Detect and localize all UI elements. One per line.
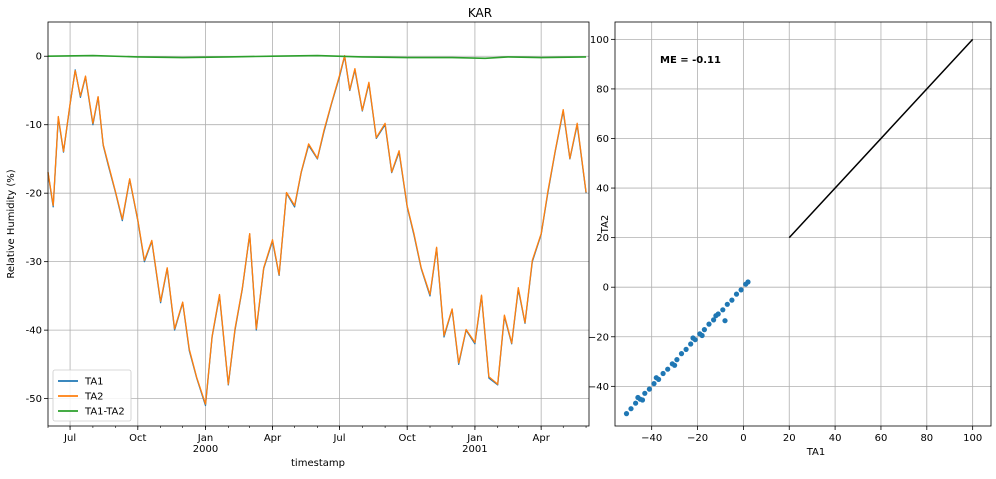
timeseries-series-line-ta1 <box>47 55 587 407</box>
scatter-x-ticks: −40 −20 0 20 40 60 80 100 <box>641 426 982 444</box>
timeseries-x-tick-label: Oct <box>129 433 146 444</box>
legend-label-ta1: TA1 <box>84 377 104 388</box>
scatter-y-label: TA2 <box>600 215 611 235</box>
scatter-point <box>660 370 666 377</box>
scatter-x-tick-label: 80 <box>920 433 933 444</box>
scatter-x-tick-label: −20 <box>687 433 708 444</box>
timeseries-x-tick-label: Oct <box>399 433 416 444</box>
scatter-y-tick-label: 0 <box>603 283 609 294</box>
scatter-point <box>678 351 685 357</box>
timeseries-series-line-ta1-ta2 <box>47 54 587 60</box>
timeseries-y-tick-label: -20 <box>26 189 42 200</box>
scatter-y-tick-label: 40 <box>596 184 609 195</box>
timeseries-y-label: Relative Humidity (%) <box>6 169 17 278</box>
scatter-x-tick-label: 60 <box>875 433 888 444</box>
timeseries-x-label: timestamp <box>291 458 345 469</box>
scatter-point <box>720 307 726 313</box>
scatter-point <box>665 366 671 372</box>
timeseries-series-line-ta2 <box>47 54 587 405</box>
scatter-point <box>690 335 696 341</box>
scatter-annotation: ME = -0.11 <box>660 55 721 66</box>
timeseries-x-tick-label: Jul <box>332 433 345 444</box>
scatter-point <box>724 301 730 307</box>
scatter-point <box>722 318 728 324</box>
scatter-point <box>639 397 646 403</box>
scatter-x-tick-label: 40 <box>829 433 842 444</box>
timeseries-x-tick-label: Jan <box>197 433 213 444</box>
scatter-y-tick-label: −40 <box>588 382 609 393</box>
timeseries-x-tick-label: Jan <box>466 433 482 444</box>
scatter-point <box>711 317 717 323</box>
timeseries-title: KAR <box>468 6 492 20</box>
scatter-point <box>635 394 641 401</box>
scatter-plot: −40 −20 0 20 40 60 80 100 −40 −20 0 20 40 60 80 100 ME… <box>588 21 992 458</box>
scatter-point <box>738 287 744 293</box>
scatter-y-tick-label: 20 <box>596 233 609 244</box>
scatter-point <box>646 386 653 392</box>
timeseries-grid <box>48 22 589 426</box>
scatter-point <box>623 411 630 417</box>
timeseries-x-tick-label: Apr <box>533 433 551 444</box>
scatter-point <box>701 327 708 333</box>
timeseries-x-tick-label: Jul <box>63 433 76 444</box>
scatter-point <box>651 381 657 387</box>
timeseries-y-tick-label: -50 <box>26 394 42 405</box>
scatter-reference-line <box>788 38 974 239</box>
scatter-point <box>688 341 694 347</box>
scatter-y-tick-label: 100 <box>590 35 609 46</box>
scatter-grid <box>615 22 991 426</box>
timeseries-y-tick-label: -10 <box>26 120 42 131</box>
scatter-point <box>733 291 740 297</box>
timeseries-axes-frame <box>47 21 590 427</box>
scatter-point <box>642 390 648 396</box>
scatter-points-group <box>623 279 751 417</box>
scatter-y-tick-label: 60 <box>596 134 609 145</box>
scatter-point <box>713 313 719 319</box>
scatter-x-tick-label: 20 <box>783 433 796 444</box>
scatter-x-tick-label: −40 <box>641 433 662 444</box>
scatter-point <box>633 400 639 406</box>
legend-label-diff: TA1-TA2 <box>84 407 125 418</box>
timeseries-y-ticks: 0 -10 -20 -30 -40 -50 <box>26 52 48 405</box>
timeseries-x-tick-year: 2000 <box>193 444 218 455</box>
scatter-point <box>729 297 735 303</box>
scatter-point <box>628 406 634 412</box>
scatter-y-tick-label: 80 <box>596 84 609 95</box>
timeseries-y-tick-label: 0 <box>36 52 42 63</box>
timeseries-series-group <box>47 54 587 407</box>
scatter-point <box>699 332 705 339</box>
scatter-point <box>672 362 678 368</box>
legend-label-ta2: TA2 <box>84 392 104 403</box>
scatter-point <box>745 279 751 285</box>
scatter-axes-frame <box>614 21 992 427</box>
timeseries-x-tick-year: 2001 <box>462 444 487 455</box>
scatter-x-label: TA1 <box>806 447 826 458</box>
scatter-x-tick-label: 100 <box>963 433 982 444</box>
timeseries-legend: TA1 TA2 TA1-TA2 <box>52 369 132 422</box>
timeseries-y-tick-label: -40 <box>26 326 42 337</box>
scatter-point <box>706 321 712 327</box>
scatter-x-tick-label: 0 <box>740 433 746 444</box>
scatter-point <box>683 346 689 352</box>
timeseries-y-tick-label: -30 <box>26 257 42 268</box>
scatter-point <box>653 375 659 381</box>
legend-box <box>52 369 132 422</box>
scatter-point <box>674 357 680 363</box>
scatter-y-ticks: −40 −20 0 20 40 60 80 100 <box>588 35 615 393</box>
scatter-y-tick-label: −20 <box>588 332 609 343</box>
timeseries-x-tick-label: Apr <box>264 433 282 444</box>
